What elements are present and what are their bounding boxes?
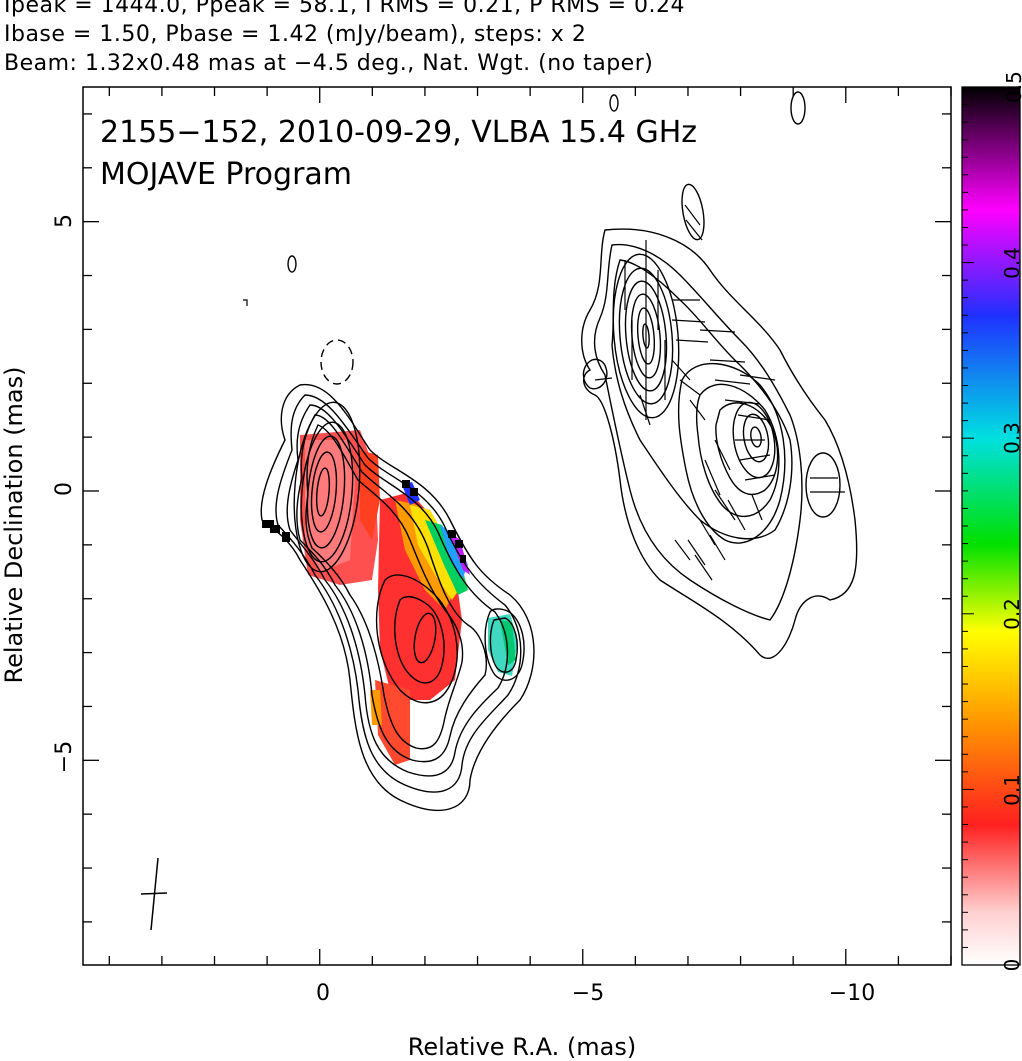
y-tick-label-0: 5: [52, 214, 77, 228]
colorbar-label-1: 0.1: [1000, 774, 1022, 806]
colorbar-tick-labels: 0 0.1 0.2 0.3 0.4 0.5: [1000, 71, 1022, 971]
evpa-vectors: [594, 204, 845, 581]
x-tick-label-2: −10: [829, 981, 875, 1006]
beam-marker: [140, 857, 168, 931]
x-tick-label-0: 0: [316, 981, 330, 1006]
colorbar-label-5: 0.5: [1002, 71, 1022, 103]
plot-frame: [82, 86, 952, 966]
header-line-1: Ipeak = 1444.0, Ppeak = 58.1, I RMS = 0.…: [4, 0, 685, 18]
y-tick-labels: 5 0 −5: [52, 214, 77, 773]
colorbar-label-4: 0.4: [1000, 247, 1022, 279]
colorbar-label-3: 0.3: [1000, 422, 1022, 454]
header-line-2: Ibase = 1.50, Pbase = 1.42 (mJy/beam), s…: [4, 22, 587, 47]
colorbar-ticks: [962, 86, 974, 966]
plot-subtitle: MOJAVE Program: [100, 157, 352, 192]
colorbar: [961, 86, 1021, 966]
y-axis-label: Relative Declination (mas): [0, 366, 28, 683]
polarization-color-map: [262, 430, 518, 765]
x-axis-label: Relative R.A. (mas): [408, 1033, 636, 1061]
x-tick-labels: 0 −5 −10: [316, 981, 875, 1006]
y-tick-label-2: −5: [52, 741, 77, 773]
y-tick-label-1: 0: [52, 482, 77, 496]
colorbar-label-2: 0.2: [1000, 598, 1022, 630]
header-line-3: Beam: 1.32x0.48 mas at −4.5 deg., Nat. W…: [4, 51, 654, 76]
colorbar-label-0: 0: [1000, 959, 1022, 972]
plot-title: 2155−152, 2010-09-29, VLBA 15.4 GHz: [100, 115, 697, 150]
x-tick-label-1: −5: [572, 981, 604, 1006]
axis-ticks: [83, 87, 952, 965]
intensity-contours-east: [260, 384, 535, 812]
